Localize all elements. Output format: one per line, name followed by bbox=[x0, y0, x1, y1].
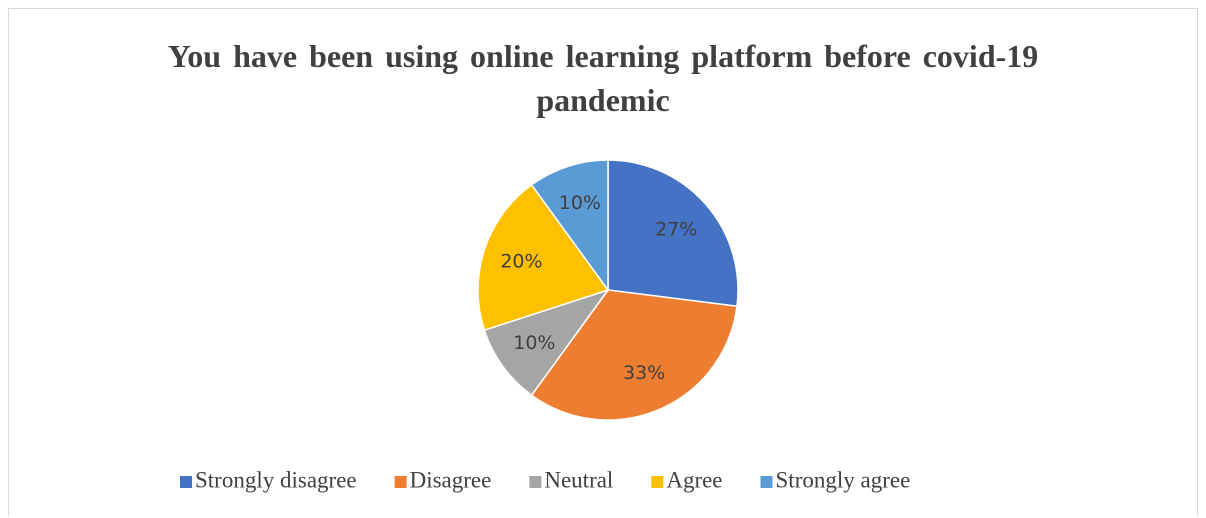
data-label: 27% bbox=[655, 218, 697, 240]
data-label: 33% bbox=[623, 362, 665, 384]
legend-swatch bbox=[529, 476, 542, 488]
pie-slice bbox=[530, 289, 738, 421]
legend-swatch bbox=[760, 476, 773, 488]
data-label: 10% bbox=[513, 332, 555, 354]
legend-swatch bbox=[651, 476, 664, 488]
chart-title: You have been using online learning plat… bbox=[167, 38, 1039, 118]
legend-label: Neutral bbox=[544, 467, 613, 492]
legend-label: Disagree bbox=[410, 467, 492, 492]
pie-slice bbox=[607, 159, 739, 308]
pie-slice bbox=[477, 183, 610, 332]
data-label: 20% bbox=[500, 250, 542, 272]
chart-frame bbox=[8, 8, 1198, 516]
legend-label: Strongly agree bbox=[776, 467, 911, 492]
pie-slice bbox=[483, 288, 610, 397]
legend-label: Agree bbox=[666, 467, 722, 492]
legend-label: Strongly disagree bbox=[195, 467, 357, 492]
legend-swatch bbox=[180, 476, 192, 488]
data-label: 10% bbox=[559, 192, 601, 214]
legend-swatch bbox=[394, 476, 407, 488]
pie-slice bbox=[530, 159, 609, 293]
